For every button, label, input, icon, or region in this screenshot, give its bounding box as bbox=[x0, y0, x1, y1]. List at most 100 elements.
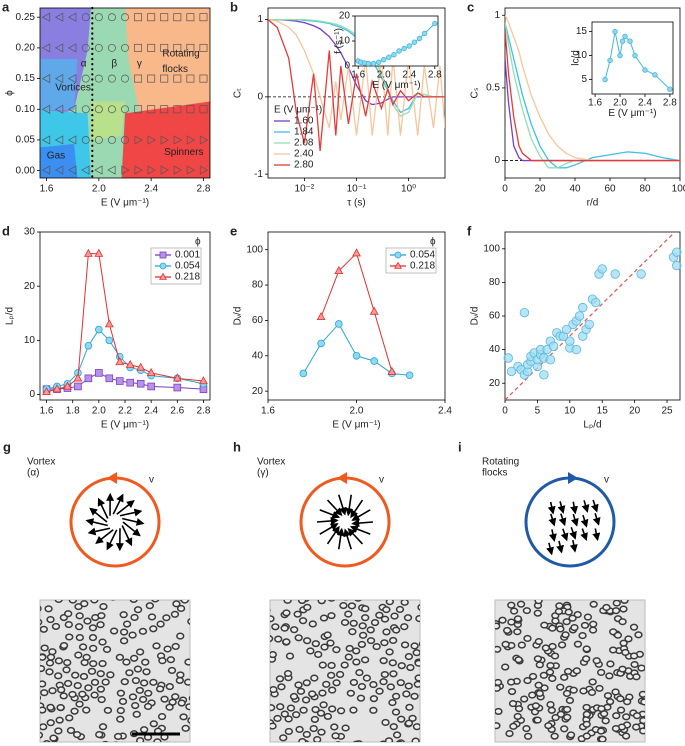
particle bbox=[239, 701, 246, 707]
particle bbox=[535, 689, 544, 697]
particle bbox=[192, 727, 199, 733]
particle bbox=[48, 687, 57, 695]
particle bbox=[197, 699, 204, 705]
particle bbox=[357, 587, 364, 593]
particle bbox=[618, 665, 627, 673]
particle bbox=[188, 591, 195, 597]
particle bbox=[99, 602, 108, 611]
particle bbox=[102, 645, 112, 653]
particle bbox=[319, 701, 328, 709]
polarity-arrow bbox=[319, 509, 341, 519]
particle bbox=[273, 714, 282, 723]
legend-label: 2.40 bbox=[294, 149, 314, 160]
panel-letter: e bbox=[230, 223, 237, 238]
y-tick-label: 20 bbox=[339, 11, 351, 22]
particle bbox=[98, 638, 107, 646]
particle bbox=[616, 706, 626, 714]
particle bbox=[381, 718, 390, 726]
particle bbox=[437, 641, 444, 647]
data-point bbox=[186, 13, 195, 22]
particle bbox=[418, 641, 420, 647]
particle bbox=[119, 637, 129, 645]
particle bbox=[560, 725, 569, 733]
x-tick-label: 2.2 bbox=[118, 406, 132, 417]
particle bbox=[348, 628, 357, 636]
particle bbox=[24, 693, 31, 699]
particles bbox=[235, 572, 444, 742]
polarity-arrow bbox=[350, 499, 364, 519]
direction-arrow bbox=[107, 472, 117, 484]
region-label: Vortices bbox=[55, 83, 91, 94]
inset-background bbox=[592, 22, 673, 94]
particle bbox=[582, 732, 591, 740]
particle bbox=[546, 701, 555, 709]
x-tick-label: 25 bbox=[661, 406, 673, 417]
particle bbox=[495, 707, 503, 715]
particle bbox=[379, 657, 388, 665]
particle bbox=[142, 668, 151, 676]
y-tick-label: 40 bbox=[489, 344, 501, 355]
particle bbox=[528, 672, 538, 680]
data-point bbox=[121, 135, 129, 144]
particle bbox=[218, 647, 225, 653]
data-point bbox=[54, 12, 64, 22]
data-point bbox=[173, 383, 182, 392]
direction-arrow bbox=[568, 472, 578, 484]
particle bbox=[292, 572, 299, 578]
particle bbox=[534, 600, 543, 605]
particle bbox=[138, 695, 148, 703]
data-point bbox=[94, 105, 103, 114]
particle bbox=[260, 655, 267, 661]
data-point bbox=[147, 43, 156, 52]
particle bbox=[107, 569, 114, 575]
data-point bbox=[545, 354, 556, 365]
particle bbox=[582, 655, 591, 663]
particle bbox=[282, 609, 291, 617]
y-tick-label: 0.15 bbox=[16, 73, 36, 84]
data-point bbox=[602, 76, 608, 83]
particle bbox=[96, 670, 105, 678]
y-tick-label: 1 bbox=[494, 10, 500, 21]
particle bbox=[410, 692, 419, 700]
particle bbox=[597, 705, 606, 713]
particle bbox=[135, 686, 144, 694]
data-point bbox=[104, 319, 114, 328]
particle bbox=[4, 673, 11, 679]
y-tick-label: -1 bbox=[254, 169, 263, 180]
polarity-arrow bbox=[592, 528, 601, 542]
polarity-arrow bbox=[548, 513, 557, 527]
region bbox=[40, 59, 78, 110]
particle bbox=[197, 617, 204, 623]
particle bbox=[131, 701, 140, 710]
data-point bbox=[199, 13, 208, 22]
data-point bbox=[352, 351, 361, 360]
particle bbox=[384, 737, 394, 742]
particle bbox=[546, 661, 555, 670]
particle bbox=[397, 662, 406, 670]
trajectory-circle bbox=[69, 476, 161, 568]
particle bbox=[357, 640, 367, 648]
particle bbox=[568, 614, 577, 622]
particle bbox=[332, 679, 341, 687]
data-point bbox=[73, 373, 83, 382]
particle bbox=[10, 705, 17, 711]
data-point bbox=[81, 165, 90, 175]
particle bbox=[46, 615, 55, 624]
particle bbox=[406, 593, 413, 599]
polarity-arrow bbox=[558, 513, 567, 527]
particle bbox=[417, 604, 420, 611]
y-tick-label: 40 bbox=[252, 350, 264, 361]
particle bbox=[21, 709, 28, 715]
polarity-arrow bbox=[590, 499, 599, 513]
particle bbox=[235, 651, 242, 657]
particle bbox=[612, 600, 621, 607]
polarity-arrow bbox=[112, 493, 124, 515]
data-point bbox=[68, 104, 77, 114]
particle bbox=[199, 732, 206, 738]
particle bbox=[166, 741, 169, 742]
particle bbox=[302, 679, 311, 687]
particle bbox=[629, 623, 639, 631]
data-point bbox=[107, 43, 116, 52]
particle bbox=[301, 696, 311, 704]
polarity-arrow bbox=[549, 529, 557, 542]
